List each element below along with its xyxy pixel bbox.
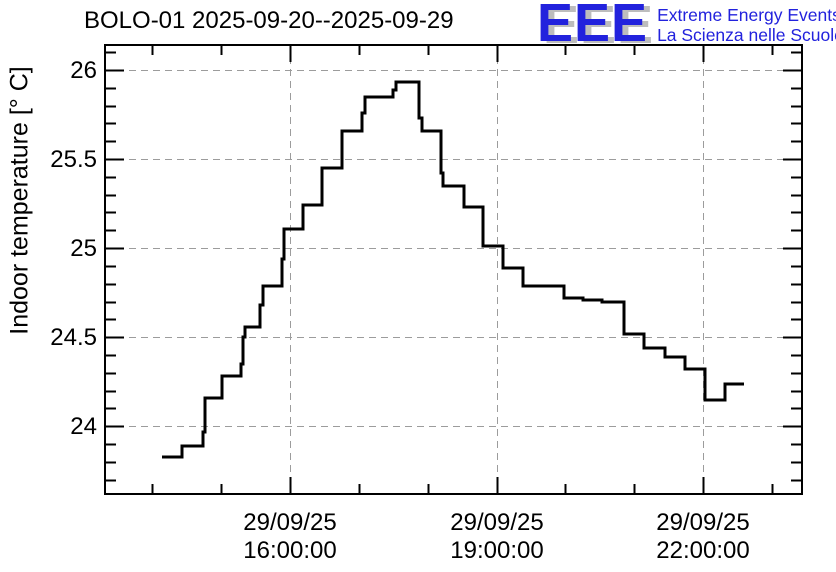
x-tick-label-time: 19:00:00 bbox=[450, 537, 543, 564]
y-tick-label: 24 bbox=[70, 413, 97, 440]
eee-logo: EEE Extreme Energy Events La Scienza nel… bbox=[537, 0, 836, 53]
x-tick-label-date: 29/09/25 bbox=[656, 509, 749, 536]
y-tick-label: 26 bbox=[70, 57, 97, 84]
x-tick-label-date: 29/09/25 bbox=[450, 509, 543, 536]
x-tick-label-time: 22:00:00 bbox=[656, 537, 749, 564]
axis-ticks bbox=[106, 46, 801, 493]
temperature-step-line bbox=[162, 80, 744, 459]
y-tick-label: 24.5 bbox=[50, 324, 97, 351]
x-tick-label-date: 29/09/25 bbox=[243, 509, 336, 536]
page-title: BOLO-01 2025-09-20--2025-09-29 bbox=[84, 7, 454, 34]
y-tick-label: 25.5 bbox=[50, 146, 97, 173]
eee-logo-tagline: Extreme Energy Events La Scienza nelle S… bbox=[657, 1, 836, 45]
x-tick-label-time: 16:00:00 bbox=[243, 537, 336, 564]
eee-logo-tagline-line1: Extreme Energy Events bbox=[657, 5, 836, 25]
y-tick-label: 25 bbox=[70, 235, 97, 262]
eee-logo-tagline-line2: La Scienza nelle Scuole bbox=[657, 25, 836, 45]
plot-frame bbox=[104, 44, 803, 495]
eee-logo-acronym: EEE bbox=[537, 0, 649, 53]
axis-tick-labels: 2424.52525.52629/09/2516:00:0029/09/2519… bbox=[50, 57, 749, 564]
gridlines bbox=[105, 45, 802, 494]
